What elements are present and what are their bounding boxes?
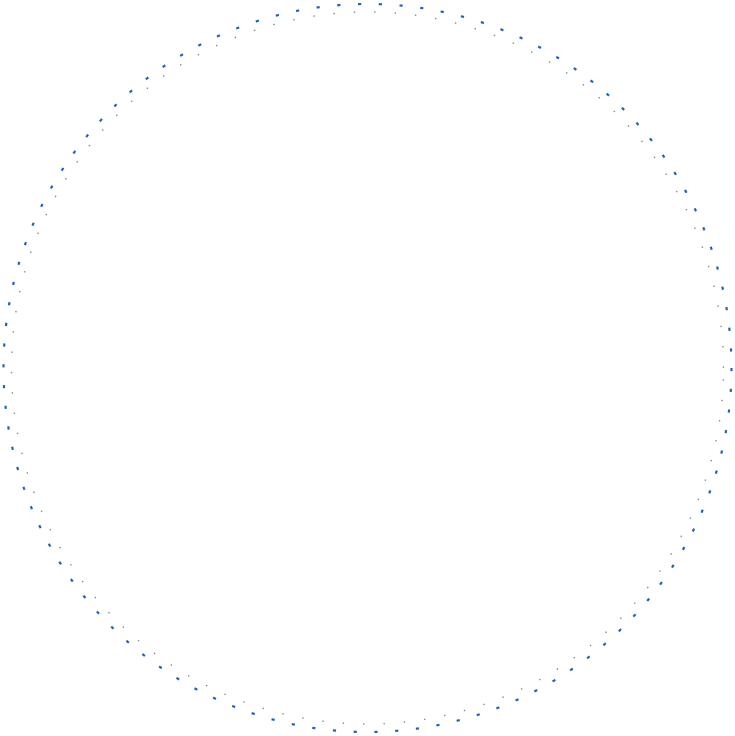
inner-dotted-ring [10,11,725,725]
